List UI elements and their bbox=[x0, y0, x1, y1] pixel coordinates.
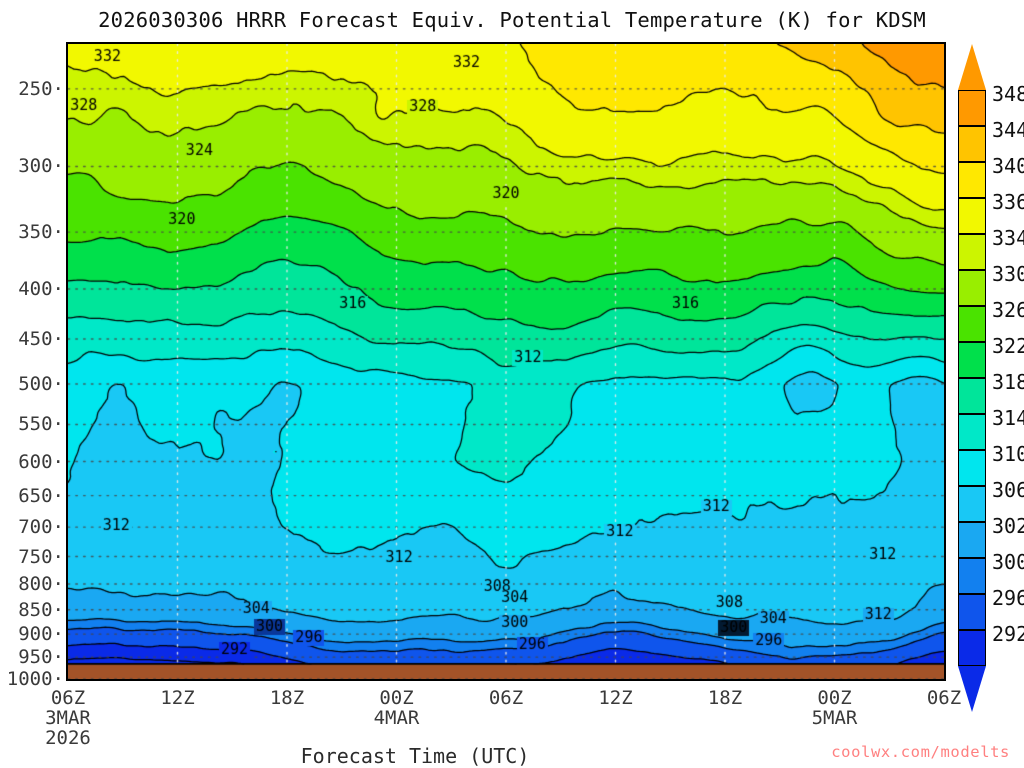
colorbar-scale bbox=[958, 90, 986, 666]
colorbar-label-306: 306 bbox=[992, 478, 1024, 502]
colorbar-label-292: 292 bbox=[992, 622, 1024, 646]
x-tick-label-6: 18Z bbox=[708, 688, 742, 708]
x-tick-date: 5MAR bbox=[811, 707, 858, 729]
colorbar-label-336: 336 bbox=[992, 190, 1024, 214]
colorbar-swatch-318 bbox=[958, 378, 986, 414]
x-tick-time: 18Z bbox=[269, 687, 305, 709]
colorbar-label-340: 340 bbox=[992, 154, 1024, 178]
y-tick-label-500: 500· bbox=[18, 372, 64, 395]
colorbar-label-302: 302 bbox=[992, 514, 1024, 538]
colorbar-label-326: 326 bbox=[992, 298, 1024, 322]
colorbar-label-310: 310 bbox=[992, 442, 1024, 466]
x-tick-year: 2026 bbox=[45, 727, 91, 749]
colorbar-label-330: 330 bbox=[992, 262, 1024, 286]
colorbar-swatch-322 bbox=[958, 342, 986, 378]
x-tick-label-8: 06Z bbox=[927, 688, 961, 708]
y-tick-label-550: 550· bbox=[18, 413, 64, 436]
x-tick-time: 00Z bbox=[817, 687, 852, 709]
x-tick-time: 12Z bbox=[598, 687, 633, 709]
x-tick-label-5: 12Z bbox=[598, 688, 632, 708]
colorbar-swatch-330 bbox=[958, 270, 986, 306]
y-tick-label-700: 700· bbox=[18, 516, 64, 539]
y-tick-label-750: 750· bbox=[18, 545, 64, 568]
colorbar-label-322: 322 bbox=[992, 334, 1024, 358]
colorbar-swatch-310 bbox=[958, 450, 986, 486]
y-tick-label-900: 900· bbox=[18, 623, 64, 646]
x-tick-time: 18Z bbox=[707, 687, 743, 709]
attribution-watermark: coolwx.com/modelts bbox=[831, 743, 1010, 761]
y-axis: 250· 300· 350· 400· 450· 500· 550· 600· 650· 700·… bbox=[0, 0, 64, 768]
x-tick-label-3: 00Z 4MAR bbox=[374, 688, 420, 728]
colorbar-swatch-300 bbox=[958, 558, 986, 594]
x-tick-date: 3MAR bbox=[45, 707, 91, 729]
x-tick-time: 06Z bbox=[488, 687, 524, 709]
x-tick-label-4: 06Z bbox=[489, 688, 523, 708]
colorbar-label-334: 334 bbox=[992, 226, 1024, 250]
x-tick-time: 00Z bbox=[379, 687, 414, 709]
colorbar-label-348: 348 bbox=[992, 82, 1024, 106]
y-tick-label-350: 350· bbox=[18, 221, 64, 244]
colorbar-swatch-292 bbox=[958, 630, 986, 666]
x-tick-label-2: 18Z bbox=[270, 688, 304, 708]
x-tick-label-1: 12Z bbox=[160, 688, 194, 708]
x-tick-label-0: 06Z 3MAR 2026 bbox=[45, 688, 91, 748]
x-axis-label: Forecast Time (UTC) bbox=[300, 744, 530, 768]
colorbar-swatch-344 bbox=[958, 126, 986, 162]
plot-area bbox=[66, 42, 946, 681]
colorbar-swatch-306 bbox=[958, 486, 986, 522]
y-tick-label-800: 800· bbox=[18, 573, 64, 595]
x-tick-time: 06Z bbox=[50, 687, 86, 709]
colorbar-swatch-302 bbox=[958, 522, 986, 558]
colorbar: 348 344 340 336 334 330 326 322 318 314 310 306 302 3… bbox=[952, 42, 1024, 712]
y-tick-label-850: 850· bbox=[18, 598, 64, 621]
y-tick-label-950: 950· bbox=[18, 646, 64, 669]
colorbar-swatch-314 bbox=[958, 414, 986, 450]
colorbar-swatch-296 bbox=[958, 594, 986, 630]
colorbar-extend-bottom-icon bbox=[958, 666, 986, 712]
y-tick-label-400: 400· bbox=[18, 277, 64, 300]
y-tick-label-650: 650· bbox=[18, 484, 64, 507]
y-tick-label-1000: 1000· bbox=[6, 668, 64, 690]
page-title: 2026030306 HRRR Forecast Equiv. Potentia… bbox=[98, 8, 926, 32]
colorbar-label-314: 314 bbox=[992, 406, 1024, 430]
y-tick-label-250: 250· bbox=[18, 77, 64, 100]
contour-plot-canvas bbox=[68, 44, 944, 679]
colorbar-label-344: 344 bbox=[992, 118, 1024, 142]
colorbar-swatch-340 bbox=[958, 162, 986, 198]
x-tick-time: 12Z bbox=[160, 687, 195, 709]
y-tick-label-600: 600· bbox=[18, 450, 64, 473]
colorbar-swatch-348 bbox=[958, 90, 986, 126]
x-tick-time: 06Z bbox=[926, 687, 962, 709]
x-axis: 06Z 3MAR 2026 12Z 18Z 00Z 4MAR 06Z 12Z 18Z 00Z 5MAR… bbox=[0, 688, 1024, 768]
colorbar-swatch-326 bbox=[958, 306, 986, 342]
x-tick-label-7: 00Z 5MAR bbox=[812, 688, 858, 728]
x-tick-date: 4MAR bbox=[373, 707, 420, 729]
colorbar-label-318: 318 bbox=[992, 370, 1024, 394]
colorbar-swatch-334 bbox=[958, 234, 986, 270]
y-tick-label-300: 300· bbox=[18, 155, 64, 178]
colorbar-swatch-336 bbox=[958, 198, 986, 234]
colorbar-label-296: 296 bbox=[992, 586, 1024, 610]
colorbar-extend-top-icon bbox=[958, 44, 986, 90]
colorbar-label-300: 300 bbox=[992, 550, 1024, 574]
y-tick-label-450: 450· bbox=[18, 328, 64, 351]
